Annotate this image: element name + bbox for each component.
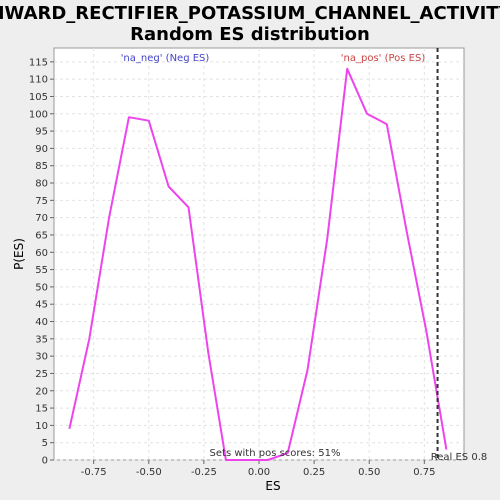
- pos-scores-footer: Sets with pos scores: 51%: [210, 448, 341, 459]
- x-tick-label: 0.50: [358, 467, 380, 478]
- x-axis-label: ES: [265, 479, 280, 493]
- series-group: [68, 67, 448, 461]
- y-tick-label: 80: [35, 179, 48, 190]
- y-tick-label: 10: [35, 421, 48, 432]
- y-tick-label: 90: [35, 144, 48, 155]
- y-tick-label: 35: [35, 334, 48, 345]
- y-tick-label: 40: [35, 317, 48, 328]
- pos-es-label: 'na_pos' (Pos ES): [341, 53, 426, 64]
- y-tick-label: 50: [35, 282, 48, 293]
- y-tick-label: 115: [29, 57, 48, 68]
- y-tick-label: 0: [42, 456, 48, 467]
- y-tick-label: 75: [35, 196, 48, 207]
- y-tick-label: 85: [35, 161, 48, 172]
- neg-es-label: 'na_neg' (Neg ES): [121, 53, 210, 64]
- y-tick-label: 15: [35, 404, 48, 415]
- chart-title-line2: Random ES distribution: [130, 24, 370, 45]
- x-tick-label: 0.25: [303, 467, 325, 478]
- y-tick-label: 60: [35, 248, 48, 259]
- y-tick-label: 100: [29, 109, 48, 120]
- chart-title-line1: INWARD_RECTIFIER_POTASSIUM_CHANNEL_ACTIV…: [0, 3, 500, 24]
- y-tick-label: 30: [35, 352, 48, 363]
- y-tick-label: 95: [35, 127, 48, 138]
- y-tick-label: 25: [35, 369, 48, 380]
- y-tick-label: 70: [35, 213, 48, 224]
- y-axis-label: P(ES): [12, 238, 26, 270]
- y-tick-label: 110: [29, 75, 48, 86]
- axis-ticks: 0 5 10 15 20 25 30 35 40 45 50 55 60 65 70 75 80 85 90 95 10…: [29, 57, 436, 478]
- x-tick-label: -0.25: [191, 467, 217, 478]
- series-line: [68, 67, 448, 461]
- y-tick-label: 45: [35, 300, 48, 311]
- y-tick-label: 20: [35, 386, 48, 397]
- grid: [54, 48, 464, 461]
- real-es-label: Real ES 0.8: [431, 452, 487, 463]
- x-tick-label: 0.75: [413, 467, 435, 478]
- y-tick-label: 55: [35, 265, 48, 276]
- y-tick-label: 5: [42, 438, 48, 449]
- x-tick-label: 0.00: [248, 467, 270, 478]
- y-tick-label: 65: [35, 230, 48, 241]
- y-tick-label: 105: [29, 92, 48, 103]
- x-tick-label: -0.75: [81, 467, 107, 478]
- x-tick-label: -0.50: [136, 467, 162, 478]
